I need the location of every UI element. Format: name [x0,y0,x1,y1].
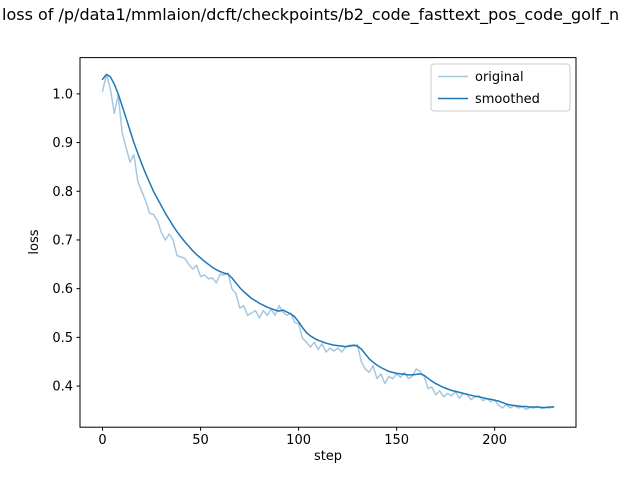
y-tick-label: 0.7 [52,233,73,248]
x-tick-label: 100 [286,433,311,448]
original-line [101,73,555,411]
y-tick-label: 1.0 [52,87,73,102]
plot-area: 0 50 100 150 200 0.4 0.5 0.6 0.7 0.8 0.9 1.0 [52,57,577,448]
x-tick-label: 200 [482,433,507,448]
smoothed-line [101,73,555,409]
y-tick-label: 0.5 [52,331,73,346]
legend-entry-original: original [438,70,524,85]
y-tick-label: 0.8 [52,185,73,200]
plot-frame [79,57,577,428]
y-axis-label: loss [27,229,42,254]
x-tick-label: 0 [98,433,106,448]
x-axis-label: step [314,449,342,464]
y-tick-label: 0.4 [52,380,73,395]
x-tick-label: 150 [384,433,409,448]
y-tick-label: 0.9 [52,136,73,151]
legend: original smoothed [430,63,571,112]
legend-label-smoothed: smoothed [475,92,540,107]
chart-title: loss of /p/data1/mmlaion/dcft/checkpoint… [2,5,619,25]
x-tick-label: 50 [192,433,209,448]
legend-label-original: original [475,70,524,85]
legend-entry-smoothed: smoothed [438,92,540,107]
y-tick-label: 0.6 [52,282,73,297]
